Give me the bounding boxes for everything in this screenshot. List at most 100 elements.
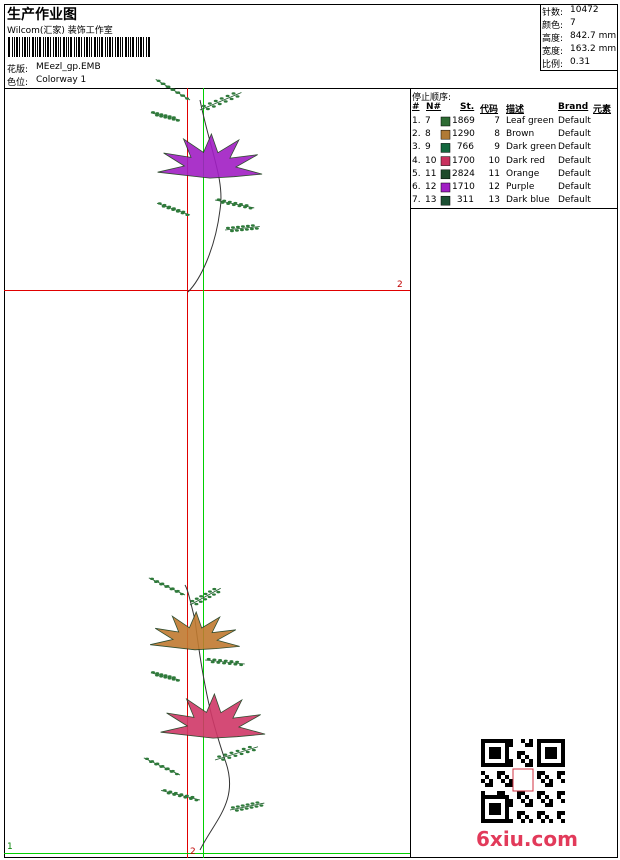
stem <box>214 746 259 761</box>
border <box>4 4 618 858</box>
leaflet <box>206 657 211 661</box>
row-code: 12 <box>488 182 500 192</box>
qr-module <box>509 779 513 783</box>
leaflet <box>154 763 159 766</box>
leaflet <box>239 202 244 206</box>
leaflet <box>243 205 248 209</box>
bar <box>99 37 100 57</box>
bar <box>81 37 82 57</box>
qr-module <box>537 775 541 779</box>
qr-module <box>517 811 521 815</box>
leaflet <box>234 229 239 232</box>
color-swatch <box>440 129 451 140</box>
leaflet <box>259 804 264 807</box>
qr-module <box>493 763 497 767</box>
bar <box>94 37 96 57</box>
stem <box>204 659 245 665</box>
bar <box>58 37 59 57</box>
qr-module <box>505 739 509 743</box>
qr-module <box>521 791 525 795</box>
leaflet <box>239 808 244 811</box>
bar <box>63 37 65 57</box>
bar <box>76 37 77 57</box>
qr-module <box>529 739 533 743</box>
bar <box>68 37 69 57</box>
qr-module <box>561 791 565 795</box>
qr-module <box>481 759 485 763</box>
bar <box>107 37 108 57</box>
qr-module <box>489 795 493 799</box>
qr-module <box>541 791 545 795</box>
info-value: 163.2 mm <box>570 44 617 54</box>
qr-module <box>517 751 521 755</box>
qr-module <box>497 819 501 823</box>
qr-module <box>537 759 541 763</box>
info-value: 7 <box>570 18 576 28</box>
leaflet <box>159 115 164 118</box>
leaflet <box>157 202 162 205</box>
leaflet <box>245 224 250 228</box>
row-index: 5. <box>412 168 421 179</box>
leaflet <box>155 112 160 115</box>
leaflet <box>183 796 188 799</box>
leaflet <box>175 119 180 122</box>
bar <box>60 37 61 57</box>
column-header: 描述 <box>506 105 525 115</box>
leaflet <box>237 204 242 208</box>
qr-module <box>497 791 501 795</box>
qr-module <box>529 743 533 747</box>
row-description: Leaf green <box>506 116 554 126</box>
qr-module <box>489 811 493 815</box>
qr-module <box>545 803 549 807</box>
leaflet <box>229 229 234 233</box>
leaflet <box>211 593 216 596</box>
leaflet <box>163 114 168 117</box>
leaflet <box>203 598 208 601</box>
qr-module <box>509 759 513 763</box>
qr-module <box>537 771 541 775</box>
leaflet <box>174 590 179 593</box>
qr-module <box>517 815 521 819</box>
row-brand: Default <box>558 116 591 126</box>
qr-module <box>561 743 565 747</box>
leaflet <box>227 662 232 665</box>
bar <box>115 37 116 57</box>
qr-module <box>497 771 501 775</box>
bar <box>148 37 150 57</box>
bar <box>146 37 147 57</box>
qr-module <box>517 791 521 795</box>
bar <box>130 37 131 57</box>
leaflet <box>169 770 174 773</box>
info-label: 高度: <box>542 34 564 44</box>
leaflet <box>162 789 167 792</box>
qr-module <box>561 739 565 743</box>
leaflet <box>233 663 238 666</box>
qr-module <box>497 763 501 767</box>
qr-module <box>557 763 561 767</box>
qr-module <box>549 799 553 803</box>
qr-module <box>505 811 509 815</box>
qr-module <box>549 739 553 743</box>
leaflet <box>179 592 184 596</box>
qr-module <box>549 819 553 823</box>
marker: 1 <box>7 842 13 852</box>
leaflet <box>212 587 217 591</box>
leaflet <box>171 676 176 679</box>
leaflet <box>249 227 254 231</box>
row-needle: 12 <box>425 182 437 192</box>
leaflet <box>230 226 235 229</box>
qr-module <box>537 751 541 755</box>
bar <box>66 37 67 57</box>
qr-module <box>481 751 485 755</box>
leaflet <box>155 674 160 677</box>
qr-logo <box>512 768 534 792</box>
leaflet <box>194 597 199 600</box>
leaflet <box>223 753 228 756</box>
leaflet <box>225 94 230 98</box>
row-brand: Default <box>558 168 591 179</box>
row-index: 7. <box>412 195 421 206</box>
marker: 2 <box>190 847 196 857</box>
bar <box>55 37 57 57</box>
bar <box>143 37 144 57</box>
qr-module <box>557 771 561 775</box>
